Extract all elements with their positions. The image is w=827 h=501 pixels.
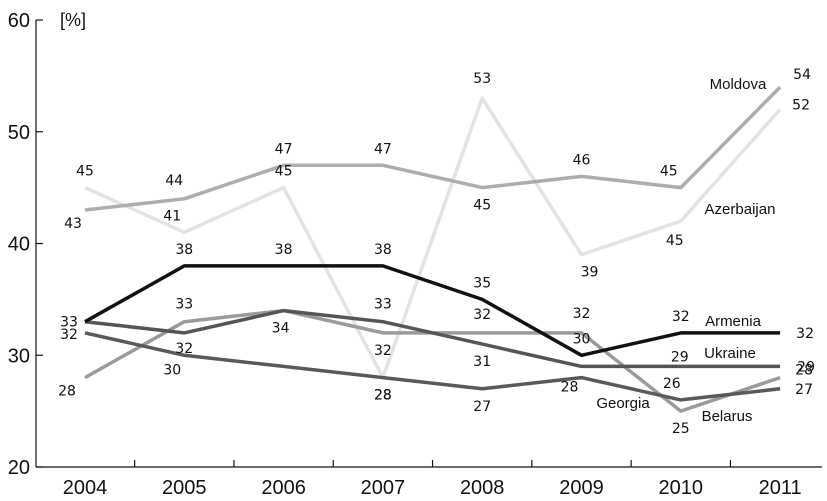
y-tick-label: 30 [8,345,30,367]
y-tick-label: 50 [8,122,30,144]
series-line-armenia [84,264,781,358]
data-label-belarus: 28 [795,363,813,379]
data-label-belarus: 33 [175,297,193,313]
data-label-armenia: 38 [175,242,193,258]
data-label-belarus: 32 [473,307,491,323]
data-label-moldova: 47 [275,141,293,157]
series-line-ukraine [84,308,781,369]
data-label-belarus: 28 [58,384,76,400]
x-tick-group: 2004 2005 2006 2007 2008 2009 2010 2011 [63,460,802,499]
data-label-armenia: 30 [573,331,591,347]
data-label-moldova: 47 [374,141,392,157]
series-line-group [84,85,782,413]
series-name-ukraine: Ukraine [704,345,756,362]
series-name-group: Moldova Azerbaijan Armenia Ukraine Georgia Be… [596,76,775,425]
series-name-georgia: Georgia [596,395,650,412]
data-label-armenia: 33 [60,315,78,331]
y-axis-unit-label: [%] [60,10,86,30]
data-label-armenia: 35 [473,275,491,291]
data-label-georgia: 30 [163,362,181,378]
data-label-georgia: 27 [795,382,813,398]
x-tick-label: 2004 [63,477,108,499]
data-label-azerbaijan: 53 [473,71,491,87]
series-name-armenia: Armenia [705,313,762,330]
data-label-moldova: 46 [573,152,591,168]
series-name-belarus: Belarus [702,408,753,425]
series-name-azerbaijan: Azerbaijan [705,201,776,218]
data-label-belarus: 32 [573,306,591,322]
data-label-ukraine: 31 [473,354,491,370]
series-name-moldova: Moldova [710,76,767,93]
data-label-georgia: 28 [561,380,579,396]
data-label-moldova: 43 [64,216,82,232]
data-label-azerbaijan: 45 [666,233,684,249]
data-label-azerbaijan: 39 [581,265,599,281]
x-tick-label: 2010 [659,477,704,499]
y-tick-group: 20 30 40 50 60 [8,10,43,479]
y-tick-label: 60 [8,10,30,32]
series-line-azerbaijan [84,96,782,380]
data-label-georgia: 26 [663,376,681,392]
data-label-ukraine: 32 [175,341,193,357]
y-tick-label: 20 [8,457,30,479]
data-label-belarus: 25 [672,421,690,437]
x-tick-label: 2008 [460,477,505,499]
data-label-armenia: 32 [796,326,814,342]
series-line-moldova [84,85,782,212]
data-label-azerbaijan: 52 [792,97,810,113]
data-label-ukraine: 34 [272,321,290,337]
data-label-armenia: 32 [672,309,690,325]
data-label-azerbaijan: 41 [163,208,181,224]
data-label-ukraine: 29 [671,349,689,365]
data-label-azerbaijan: 45 [275,164,293,180]
data-label-moldova: 45 [660,164,678,180]
data-label-georgia: 27 [473,399,491,415]
x-tick-label: 2011 [759,477,802,499]
x-tick-label: 2007 [361,477,406,499]
data-label-armenia: 38 [374,242,392,258]
data-label-georgia: 32 [60,327,78,343]
x-tick-label: 2009 [559,477,604,499]
data-label-azerbaijan: 45 [76,164,94,180]
data-label-moldova: 45 [473,198,491,214]
data-label-group: 43 44 47 47 45 46 45 54 45 41 45 28 53 39 45 52 33 38 38 38… [58,67,815,437]
data-label-belarus: 32 [374,343,392,359]
data-label-ukraine: 29 [797,359,815,375]
data-label-moldova: 54 [793,67,811,83]
data-label-azerbaijan: 28 [374,388,392,404]
data-label-ukraine: 33 [374,297,392,313]
data-label-moldova: 44 [165,173,183,189]
x-tick-label: 2005 [162,477,207,499]
data-label-georgia: 28 [374,388,392,404]
data-label-armenia: 38 [275,242,293,258]
y-tick-label: 40 [8,234,30,256]
x-tick-label: 2006 [261,477,306,499]
series-line-georgia [84,331,781,402]
